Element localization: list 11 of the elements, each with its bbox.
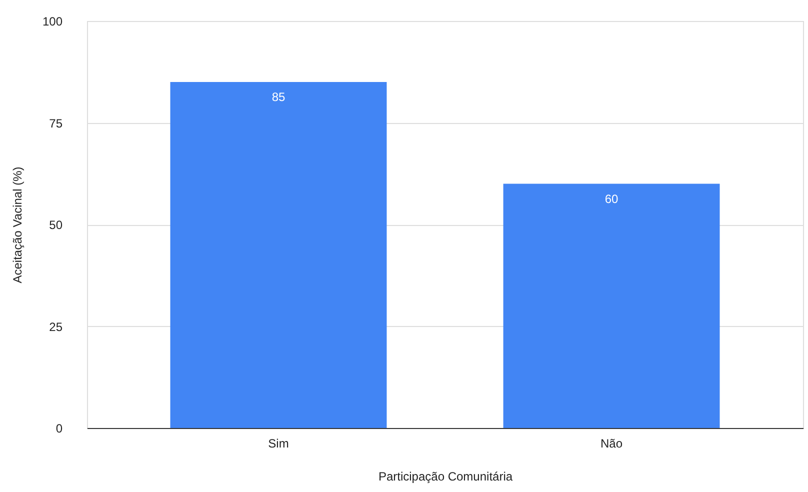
y-tick-label: 50 xyxy=(49,218,63,232)
data-label: 85 xyxy=(272,90,286,104)
y-tick-label: 100 xyxy=(42,14,63,28)
y-tick-label: 25 xyxy=(49,320,63,334)
y-tick-label: 0 xyxy=(56,422,63,436)
x-tick-label: Não xyxy=(600,436,623,450)
data-label: 60 xyxy=(604,192,619,206)
x-axis-title: Participação Comunitária xyxy=(378,470,513,484)
y-axis-title: Aceitação Vacinal (%) xyxy=(10,166,24,284)
y-tick-label: 75 xyxy=(49,116,63,130)
x-tick-label: Sim xyxy=(268,436,289,450)
